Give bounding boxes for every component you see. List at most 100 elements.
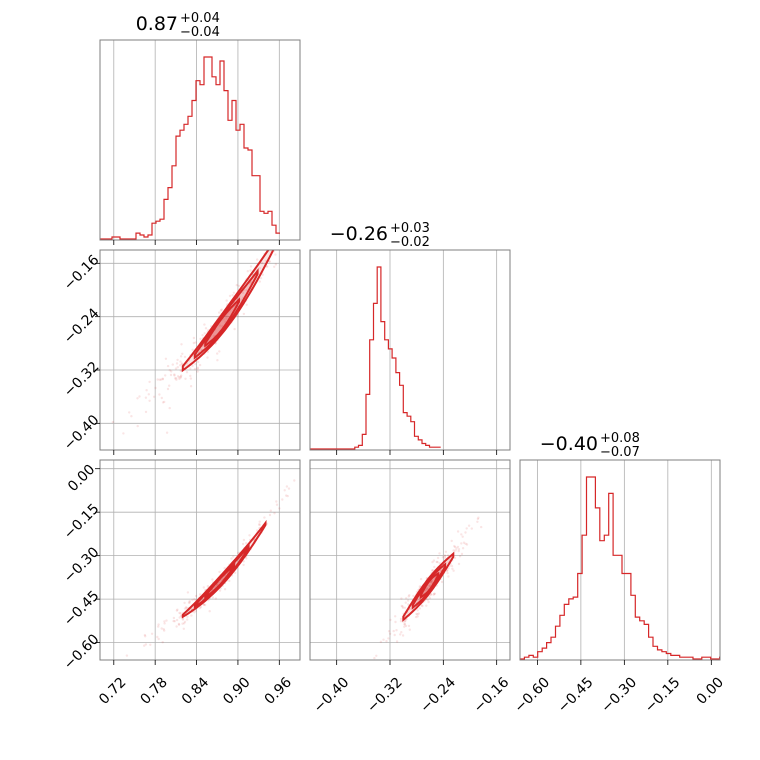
panel-frame-1 <box>99 459 301 661</box>
sample-point <box>165 431 169 434</box>
sample-point <box>258 266 261 270</box>
sample-point <box>285 485 289 488</box>
sample-point <box>143 633 147 637</box>
sample-point <box>168 384 171 387</box>
sample-point <box>192 341 195 345</box>
sample-point <box>228 294 232 298</box>
sample-point <box>401 605 404 608</box>
sample-point <box>429 593 433 596</box>
sample-point <box>216 359 219 362</box>
sample-point <box>282 225 284 227</box>
sample-point <box>417 612 420 615</box>
sample-point <box>175 377 178 380</box>
x-tick-label-p0-0: 0.72 <box>96 674 129 707</box>
panel-frame-diag-p2 <box>519 459 721 661</box>
sample-point <box>150 632 154 635</box>
sample-point <box>287 487 291 490</box>
panel-title-plus-p0: +0.04 <box>180 11 220 26</box>
sample-point <box>382 638 385 641</box>
y-tick-label-p1-2: −0.24 <box>61 305 103 347</box>
sample-point <box>166 364 170 368</box>
sample-point <box>148 399 151 402</box>
sample-point <box>166 387 170 391</box>
sample-point <box>188 599 191 603</box>
sample-point <box>185 371 189 374</box>
sample-point <box>161 377 164 380</box>
sample-point <box>404 624 408 628</box>
sample-point <box>161 641 164 644</box>
sample-point <box>183 622 186 625</box>
sample-point <box>189 377 193 380</box>
sample-point <box>308 170 310 172</box>
sample-point <box>389 618 392 622</box>
sample-point <box>453 556 457 560</box>
scatter-panel-1 <box>125 479 296 657</box>
sample-point <box>235 283 238 287</box>
sample-point <box>306 191 308 193</box>
x-tick-label-p0-2: 0.84 <box>179 674 212 707</box>
sample-point <box>421 604 424 608</box>
sample-point <box>190 614 193 617</box>
sample-point <box>452 569 455 572</box>
sample-point <box>268 260 271 263</box>
sample-point <box>435 560 438 564</box>
sample-point <box>175 618 179 622</box>
sample-point <box>191 598 194 602</box>
sample-point <box>373 656 376 660</box>
sample-point <box>441 556 445 559</box>
sample-point <box>263 516 266 519</box>
sample-point <box>280 227 282 229</box>
sample-point <box>268 513 272 517</box>
sample-point <box>418 607 422 610</box>
sample-point <box>457 562 461 566</box>
sample-point <box>180 343 183 346</box>
contour-line-1-0 <box>181 519 267 619</box>
sample-point <box>179 612 182 615</box>
contour-line-0-2 <box>204 297 240 348</box>
sample-point <box>175 378 178 381</box>
sample-point <box>241 542 245 546</box>
sample-point <box>260 261 264 265</box>
sample-point <box>461 535 464 538</box>
sample-point <box>256 258 259 261</box>
sample-point <box>447 575 450 578</box>
sample-point <box>211 578 214 581</box>
panel-title-plus-p2: +0.08 <box>600 431 640 446</box>
sample-point <box>122 432 125 435</box>
sample-point <box>406 599 410 602</box>
sample-point <box>312 161 314 163</box>
sample-point <box>281 233 283 235</box>
scatter-panel-2 <box>373 516 483 660</box>
sample-point <box>446 554 450 557</box>
sample-point <box>278 507 281 510</box>
sample-point <box>428 596 431 600</box>
sample-point <box>403 622 406 626</box>
sample-point <box>258 523 261 526</box>
sample-point <box>125 654 129 657</box>
sample-point <box>178 377 181 381</box>
panel-frame-diag-p0 <box>99 39 301 241</box>
x-tick-label-p0-4: 0.96 <box>262 674 295 707</box>
sample-point <box>432 559 436 562</box>
sample-point <box>405 597 408 600</box>
sample-point <box>179 369 182 372</box>
sample-point <box>385 640 388 643</box>
sample-point <box>272 237 274 239</box>
sample-point <box>476 517 480 521</box>
sample-point <box>276 244 278 246</box>
sample-point <box>477 516 480 519</box>
sample-point <box>412 594 415 598</box>
sample-point <box>179 360 182 363</box>
sample-point <box>194 609 198 612</box>
sample-point <box>192 336 196 340</box>
sample-point <box>144 396 148 399</box>
sample-point <box>130 415 133 418</box>
panel-title-p0: 0.87 <box>136 13 178 35</box>
sample-point <box>242 312 246 316</box>
y-tick-label-p2-2: −0.30 <box>61 544 103 586</box>
sample-point <box>400 604 403 608</box>
sample-point <box>144 410 148 414</box>
sample-point <box>97 437 99 439</box>
sample-point <box>147 393 150 396</box>
x-tick-label-p0-1: 0.78 <box>138 674 171 707</box>
